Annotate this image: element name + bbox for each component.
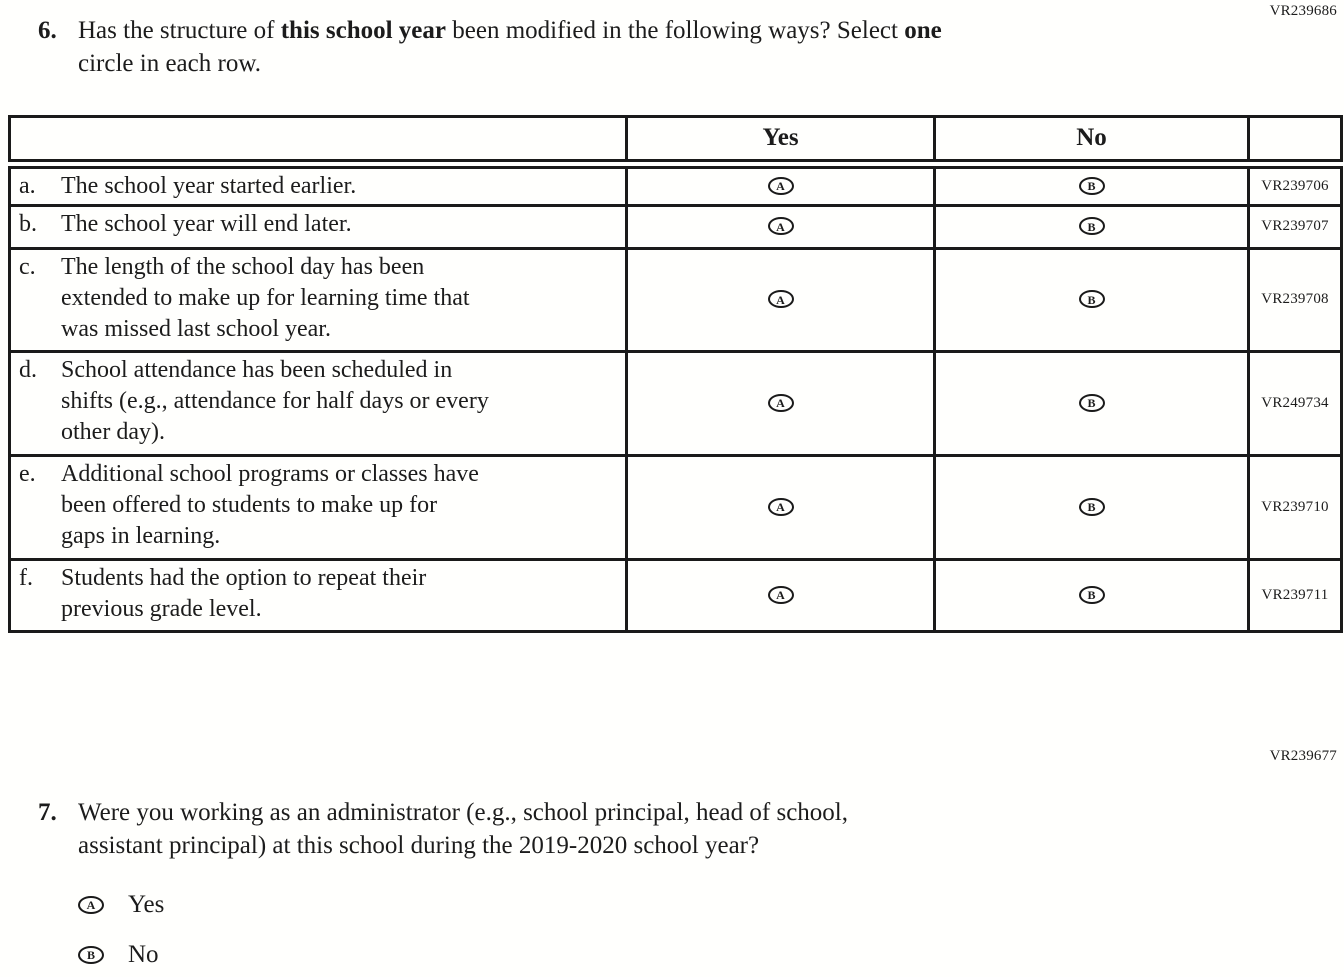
question-6-line2: circle in each row. — [78, 50, 261, 77]
q6-text-part: Has the structure of — [78, 17, 281, 44]
row-stem: b. The school year will end later. — [8, 203, 628, 250]
yes-cell: A — [625, 162, 936, 207]
no-option-circle[interactable]: B — [1078, 176, 1105, 195]
modification-table: Yes No a. The school year started earlier… — [8, 115, 1343, 633]
header-no: No — [933, 115, 1250, 169]
q6-text-part: been modified in the following ways? Sel… — [446, 17, 905, 44]
yes-cell: A — [625, 349, 936, 457]
table-row: d. School attendance has been scheduled i… — [8, 349, 1343, 457]
row-text: The school year started earlier. — [61, 172, 357, 199]
question-7-text: Were you working as an administrator (e.… — [78, 799, 848, 859]
yes-option-circle[interactable]: A — [767, 585, 794, 604]
row-code: VR239707 — [1247, 203, 1343, 250]
row-text: The school year will end later. — [61, 210, 352, 237]
yes-option-circle[interactable]: A — [767, 217, 794, 236]
row-text: The length of the school day has been ex… — [61, 253, 470, 342]
no-option-circle[interactable]: B — [1078, 393, 1105, 412]
row-code: VR239706 — [1247, 162, 1343, 207]
row-letter: f. — [19, 564, 33, 591]
no-option-circle[interactable]: B — [1078, 290, 1105, 309]
row-stem: a. The school year started earlier. — [8, 162, 628, 207]
q6-text-bold: this school year — [280, 17, 446, 44]
row-code: VR239708 — [1247, 246, 1343, 353]
form-code-top: VR239686 — [1269, 3, 1337, 19]
table-row: c. The length of the school day has been … — [8, 246, 1343, 353]
row-stem: c. The length of the school day has been … — [8, 246, 628, 353]
row-text: School attendance has been scheduled in … — [61, 356, 489, 445]
yes-option-circle[interactable]: A — [767, 290, 794, 309]
yes-cell: A — [625, 246, 936, 353]
no-cell: B — [933, 557, 1250, 633]
yes-option-circle[interactable]: A — [78, 895, 104, 914]
question-6-line1: Has the structure of this school year be… — [78, 14, 942, 47]
option-label: Yes — [128, 891, 165, 918]
header-stem — [8, 115, 628, 169]
no-cell: B — [933, 203, 1250, 250]
no-cell: B — [933, 453, 1250, 561]
question-6-number: 6. — [38, 17, 57, 44]
yes-cell: A — [625, 557, 936, 633]
no-cell: B — [933, 349, 1250, 457]
header-code — [1247, 115, 1343, 169]
row-letter: c. — [19, 253, 36, 280]
table-header-row: Yes No — [8, 115, 1343, 169]
question-6: 6. Has the structure of this school year… — [38, 14, 942, 80]
no-option-circle[interactable]: B — [1078, 217, 1105, 236]
row-stem: e. Additional school programs or classes … — [8, 453, 628, 561]
no-option-circle[interactable]: B — [1078, 585, 1105, 604]
row-text: Students had the option to repeat their … — [61, 564, 427, 622]
no-option-circle[interactable]: B — [78, 945, 104, 964]
row-stem: d. School attendance has been scheduled i… — [8, 349, 628, 457]
question-6-text: Has the structure of this school year be… — [78, 14, 942, 80]
table-row: e. Additional school programs or classes … — [8, 453, 1343, 561]
form-code-mid: VR239677 — [1269, 748, 1337, 764]
q6-text-bold: one — [904, 17, 942, 44]
row-letter: d. — [19, 356, 37, 383]
table-row: a. The school year started earlier. A B V… — [8, 162, 1343, 207]
table-row: f. Students had the option to repeat thei… — [8, 557, 1343, 633]
header-yes: Yes — [625, 115, 936, 169]
no-cell: B — [933, 246, 1250, 353]
question-7-options: A Yes B No — [78, 888, 848, 971]
question-7-number: 7. — [38, 799, 57, 826]
yes-option-circle[interactable]: A — [767, 497, 794, 516]
row-letter: b. — [19, 210, 37, 237]
row-code: VR249734 — [1247, 349, 1343, 457]
yes-cell: A — [625, 453, 936, 561]
row-text: Additional school programs or classes ha… — [61, 460, 479, 549]
row-letter: a. — [19, 172, 36, 199]
no-option-circle[interactable]: B — [1078, 497, 1105, 516]
row-code: VR239711 — [1247, 557, 1343, 633]
option-yes[interactable]: A Yes — [78, 888, 848, 921]
yes-cell: A — [625, 203, 936, 250]
question-7: 7. Were you working as an administrator … — [38, 796, 848, 977]
option-no[interactable]: B No — [78, 938, 848, 971]
yes-option-circle[interactable]: A — [767, 176, 794, 195]
row-letter: e. — [19, 460, 36, 487]
table-row: b. The school year will end later. A B VR… — [8, 203, 1343, 250]
option-label: No — [128, 941, 159, 968]
no-cell: B — [933, 162, 1250, 207]
row-code: VR239710 — [1247, 453, 1343, 561]
yes-option-circle[interactable]: A — [767, 393, 794, 412]
row-stem: f. Students had the option to repeat thei… — [8, 557, 628, 633]
